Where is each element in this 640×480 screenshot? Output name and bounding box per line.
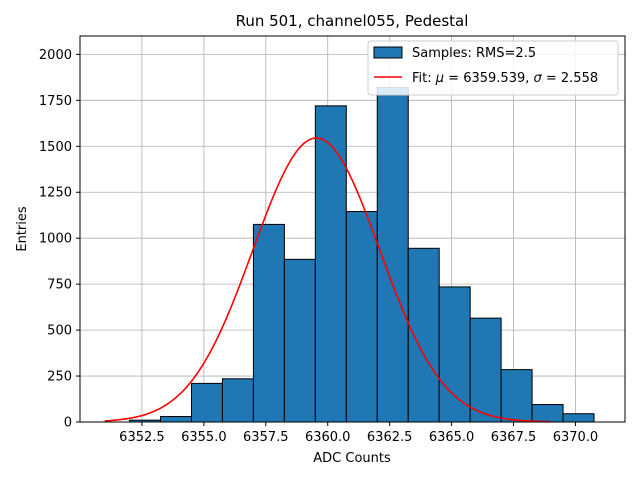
legend-box (367, 40, 619, 96)
histogram-bar (190, 382, 223, 423)
y-tick-label: 250 (47, 370, 72, 385)
histogram-bar (438, 286, 471, 423)
x-tick-label: 6365.0 (429, 430, 475, 445)
histogram-bar (500, 369, 533, 423)
histogram-bar (562, 413, 595, 423)
plot-frame (79, 35, 626, 423)
histogram-bar (160, 415, 192, 423)
x-tick-label: 6367.5 (491, 430, 537, 445)
histogram-bar (221, 378, 254, 423)
histogram-bar (314, 105, 347, 423)
histogram-bar (469, 317, 502, 423)
y-tick-label: 2000 (39, 48, 72, 63)
fit-curve (104, 137, 551, 423)
x-tick-label: 6357.5 (243, 430, 289, 445)
x-axis-label: ADC Counts (313, 451, 391, 466)
histogram-bar (407, 247, 440, 423)
y-tick-label: 0 (64, 416, 72, 431)
x-tick-label: 6362.5 (367, 430, 413, 445)
y-tick-label: 750 (47, 278, 72, 293)
y-tick-label: 1250 (39, 186, 72, 201)
histogram-bar (283, 258, 316, 423)
y-tick-label: 1500 (39, 140, 72, 155)
x-tick-label: 6355.0 (181, 430, 227, 445)
y-tick-label: 1000 (39, 232, 72, 247)
x-tick-label: 6352.5 (119, 430, 165, 445)
x-tick-label: 6360.0 (305, 430, 351, 445)
x-axis-ticks: 6352.5 6355.0 6357.5 6360.0 6362.5 6365.0 6367… (119, 422, 598, 445)
y-tick-label: 1750 (39, 94, 72, 109)
y-tick-label: 500 (47, 324, 72, 339)
chart-title: Run 501, channel055, Pedestal (236, 12, 469, 30)
histogram-bar (531, 404, 564, 423)
histogram-bar (252, 223, 285, 423)
legend: Samples: RMS=2.5 Fit: μ = 6359.539, σ = … (367, 40, 619, 96)
histogram-bars (129, 86, 595, 423)
y-axis-ticks: 0 250 500 750 1000 1250 1500 1750 2000 (39, 48, 80, 431)
x-tick-label: 6370.0 (553, 430, 599, 445)
legend-label-samples: Samples: RMS=2.5 (412, 46, 536, 61)
legend-label-fit: Fit: μ = 6359.539, σ = 2.558 (412, 71, 598, 86)
legend-swatch-samples (373, 46, 403, 59)
histogram-bar (345, 211, 378, 423)
y-axis-label: Entries (15, 206, 30, 252)
